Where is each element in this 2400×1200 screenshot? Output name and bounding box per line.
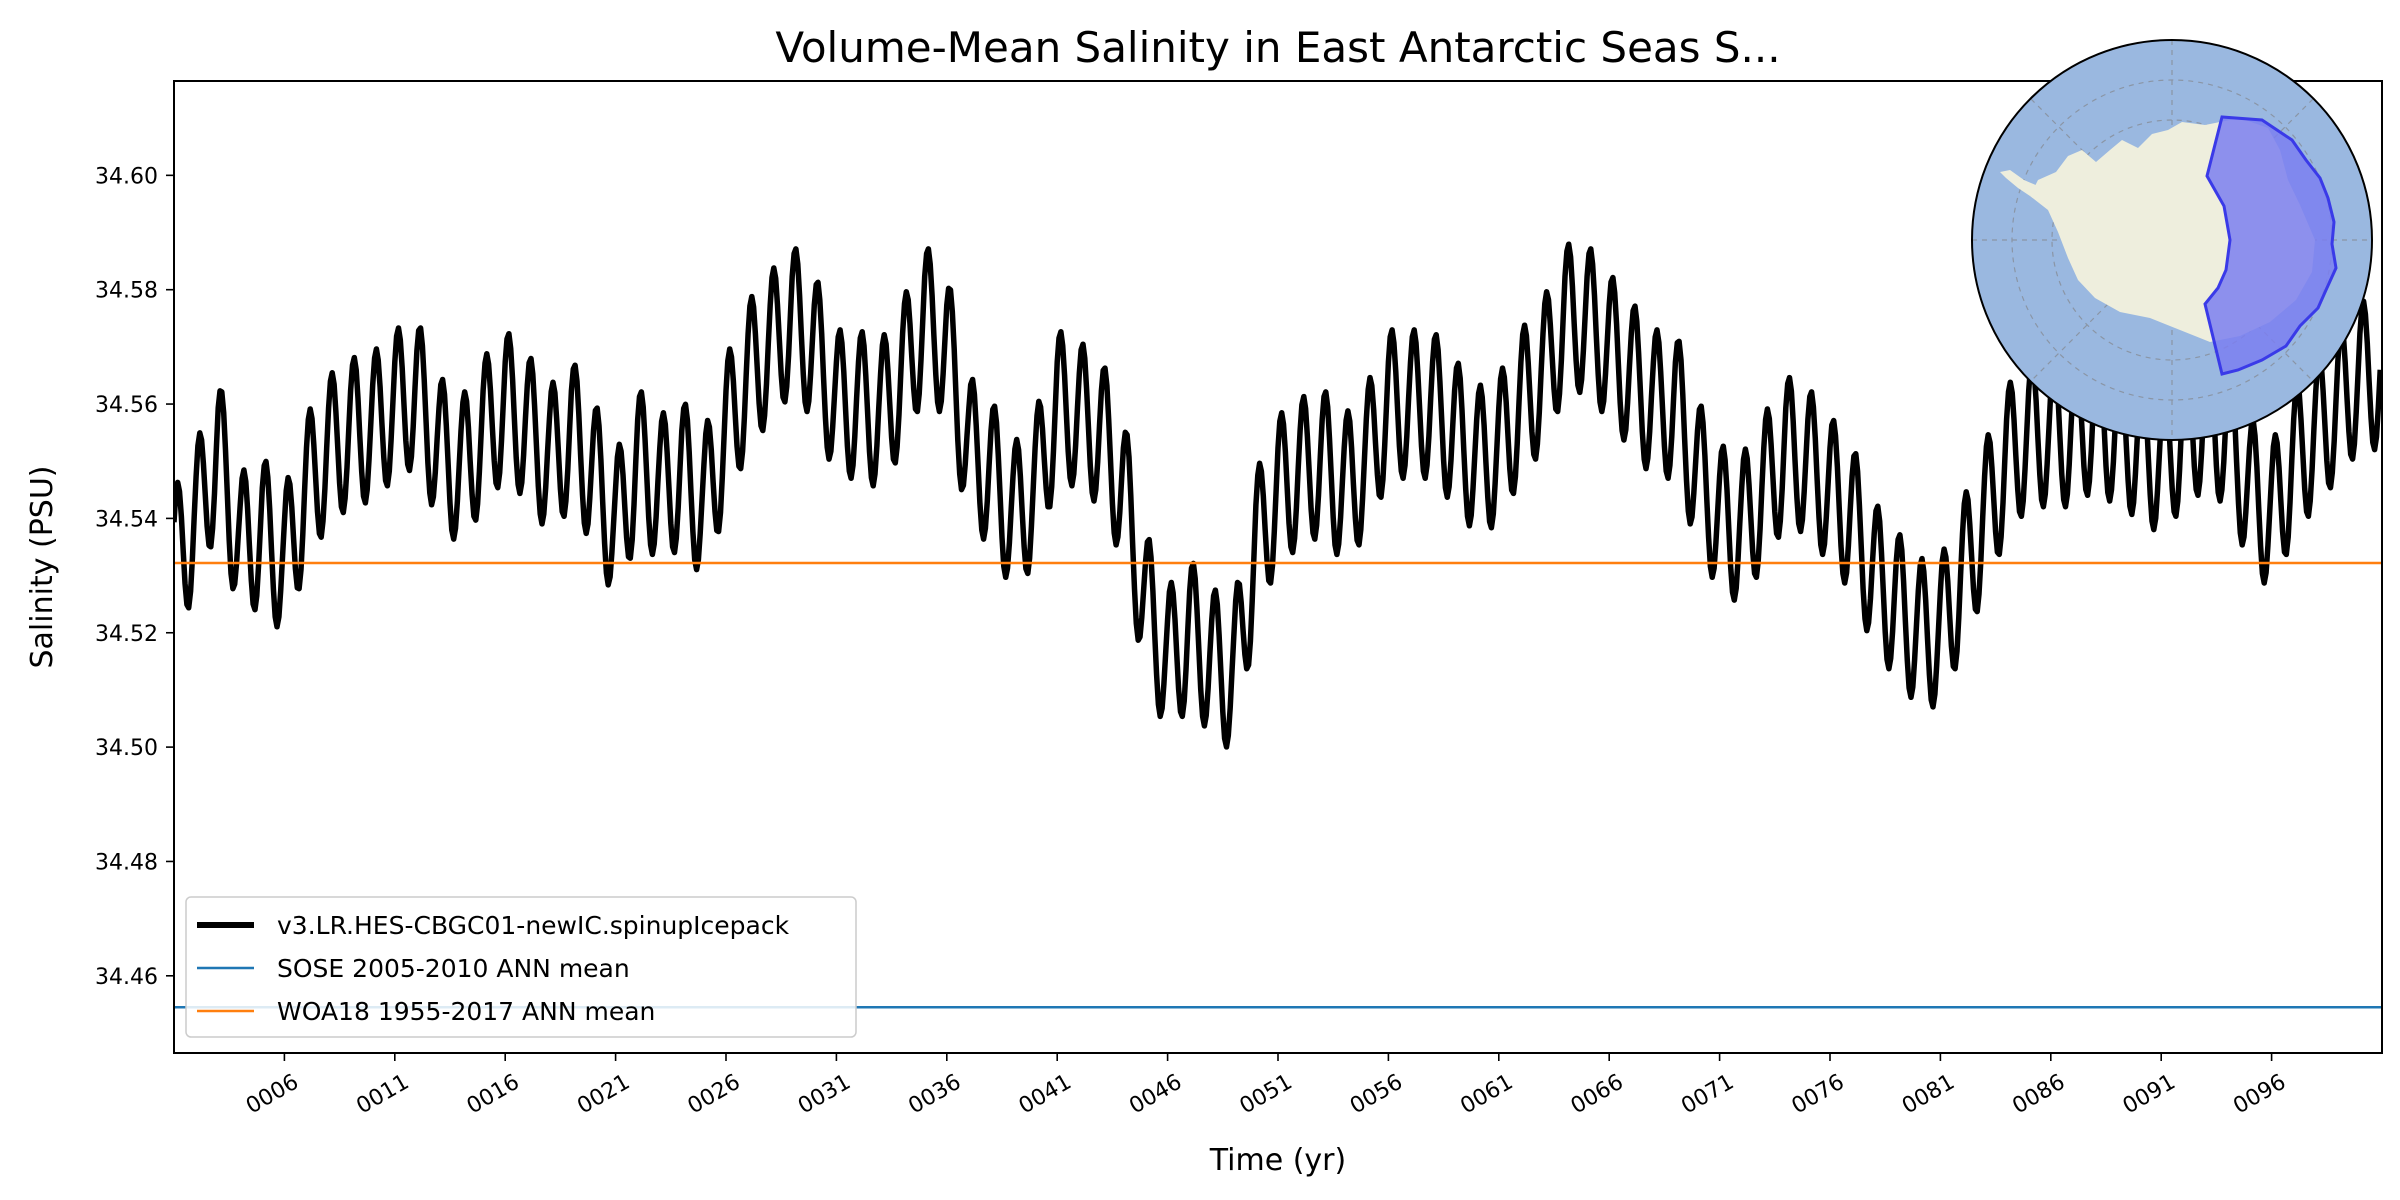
y-tick-label: 34.56 bbox=[95, 393, 158, 418]
x-tick-label: 0036 bbox=[904, 1070, 965, 1120]
legend-box bbox=[185, 896, 857, 1038]
y-axis-label: Salinity (PSU) bbox=[25, 466, 60, 669]
x-tick-label: 0006 bbox=[242, 1070, 303, 1120]
y-tick-label: 34.48 bbox=[95, 850, 158, 875]
x-tick-label: 0076 bbox=[1788, 1070, 1849, 1120]
y-tick-label: 34.50 bbox=[95, 736, 158, 761]
legend: v3.LR.HES-CBGC01-newIC.spinupIcepack SOS… bbox=[185, 896, 857, 1038]
x-tick-label: 0056 bbox=[1346, 1070, 1407, 1120]
series-line-0 bbox=[174, 241, 2382, 750]
x-tick-label: 0021 bbox=[573, 1070, 634, 1120]
map-peninsula bbox=[2000, 170, 2038, 196]
x-tick-label: 0096 bbox=[2229, 1070, 2290, 1120]
x-tick-label: 0066 bbox=[1567, 1070, 1628, 1120]
inset-map bbox=[1971, 39, 2373, 441]
x-tick-label: 0041 bbox=[1015, 1070, 1076, 1120]
x-tick-label: 0031 bbox=[794, 1070, 855, 1120]
x-tick-label: 0026 bbox=[684, 1070, 745, 1120]
map-region bbox=[2203, 115, 2338, 376]
chart-title: Volume-Mean Salinity in East Antarctic S… bbox=[775, 23, 1780, 72]
y-tick-label: 34.52 bbox=[95, 622, 158, 647]
x-tick-label: 0016 bbox=[463, 1070, 524, 1120]
x-tick-label: 0061 bbox=[1456, 1070, 1517, 1120]
x-tick-label: 0086 bbox=[2008, 1070, 2069, 1120]
y-tick-label: 34.60 bbox=[95, 164, 158, 189]
y-tick-label: 34.58 bbox=[95, 279, 158, 304]
x-axis-label: Time (yr) bbox=[1209, 1143, 1346, 1178]
map-border bbox=[1971, 39, 2373, 441]
legend-label-model: v3.LR.HES-CBGC01-newIC.spinupIcepack bbox=[277, 911, 790, 940]
x-tick-label: 0071 bbox=[1677, 1070, 1738, 1120]
x-tick-label: 0091 bbox=[2119, 1070, 2180, 1120]
legend-label-woa18: WOA18 1955-2017 ANN mean bbox=[277, 997, 655, 1026]
x-tick-label: 0046 bbox=[1125, 1070, 1186, 1120]
x-tick-label: 0081 bbox=[1898, 1070, 1959, 1120]
x-tick-label: 0051 bbox=[1236, 1070, 1297, 1120]
legend-label-sose: SOSE 2005-2010 ANN mean bbox=[277, 954, 630, 983]
y-tick-label: 34.46 bbox=[95, 965, 158, 990]
x-tick-label: 0011 bbox=[352, 1070, 413, 1120]
y-tick-label: 34.54 bbox=[95, 507, 158, 532]
